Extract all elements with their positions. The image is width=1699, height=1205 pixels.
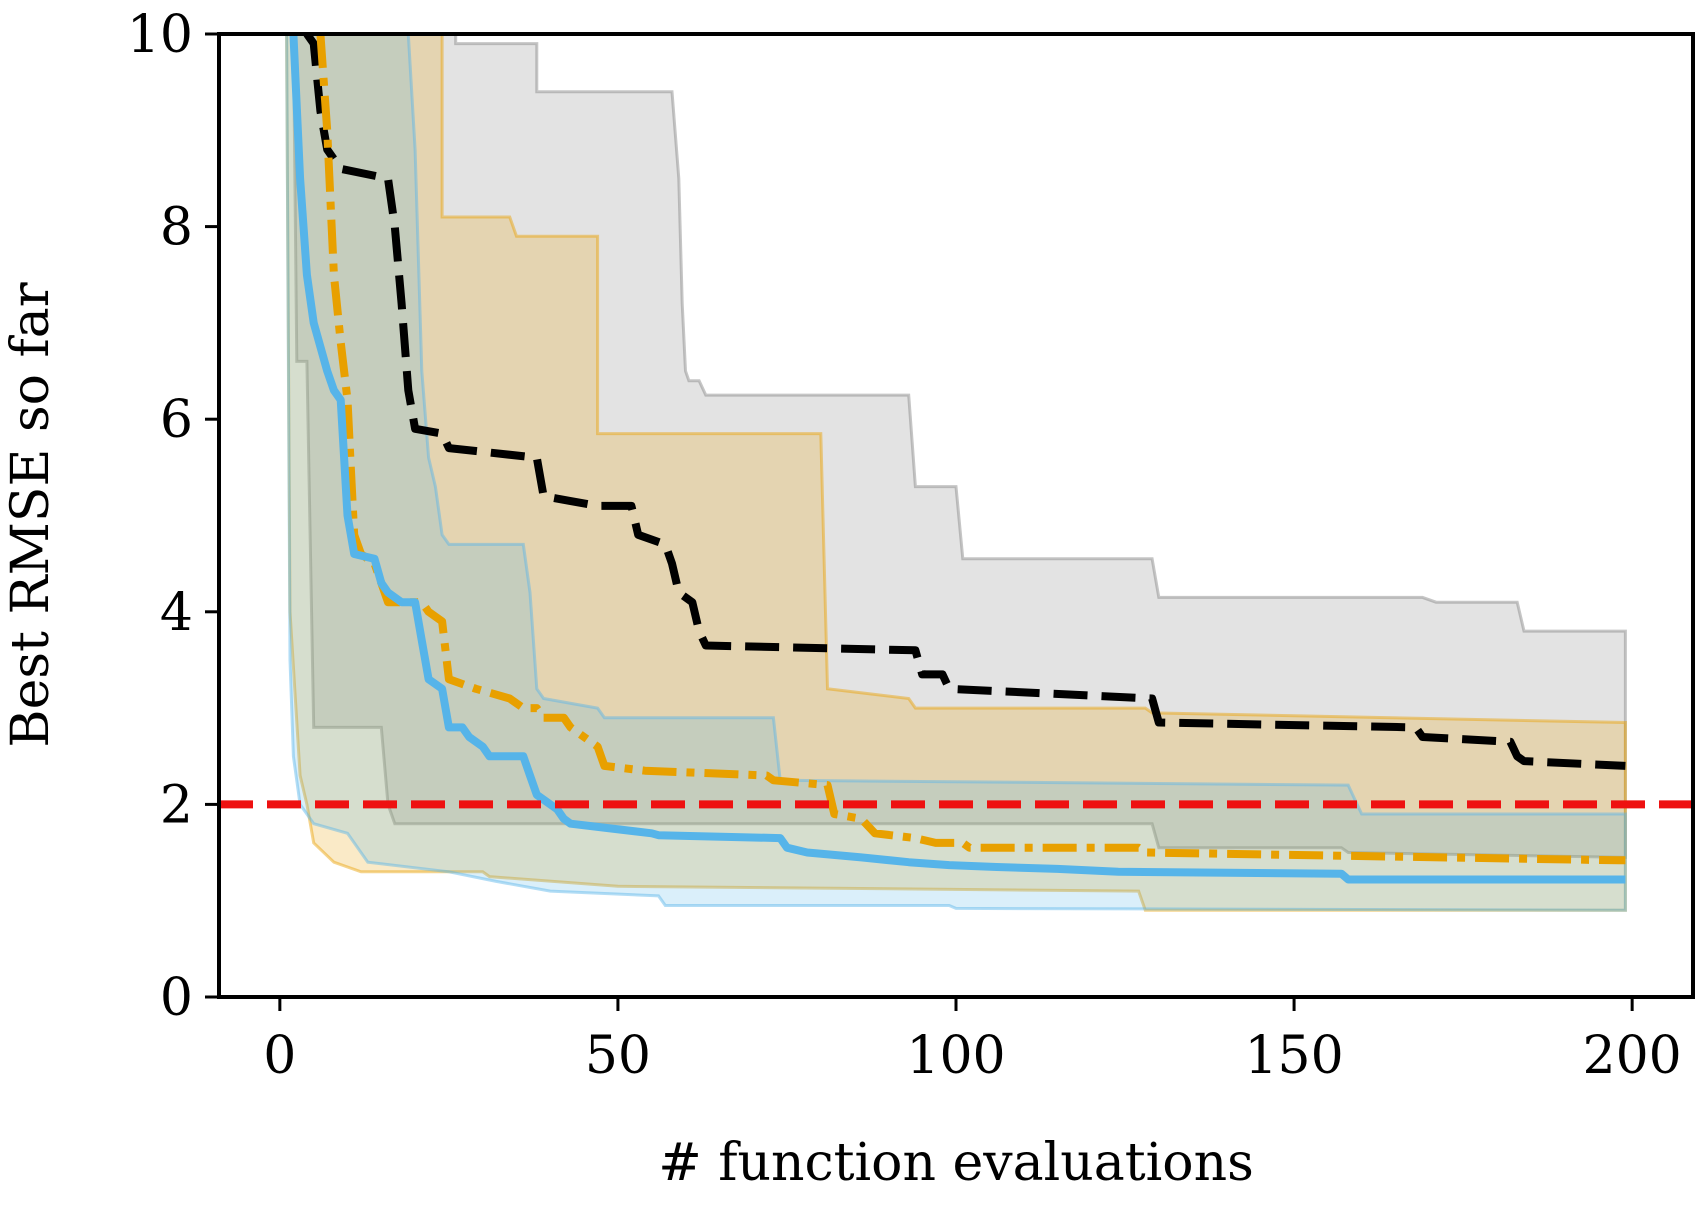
- x-tick-label-50: 50: [585, 1026, 651, 1086]
- y-tick-label-4: 4: [160, 583, 193, 643]
- x-tick-label-150: 150: [1244, 1026, 1343, 1086]
- band-black-dashed: [291, 34, 1627, 859]
- median-line-orange-dashdot: [316, 34, 1626, 865]
- y-tick-label-6: 6: [160, 390, 193, 450]
- x-tick-label-100: 100: [906, 1026, 1005, 1086]
- x-axis-label: # function evaluations: [658, 1133, 1254, 1193]
- median-line-black-dashed: [303, 34, 1626, 770]
- band-orange-dashdot: [285, 34, 1627, 912]
- band-blue-solid: [285, 34, 1627, 912]
- y-tick-label-2: 2: [160, 775, 193, 835]
- series-bands: [285, 34, 1627, 912]
- y-tick-label-8: 8: [160, 198, 193, 258]
- x-tick-label-0: 0: [263, 1026, 296, 1086]
- y-tick-label-0: 0: [160, 968, 193, 1028]
- y-axis: 0 2 4 6 8 10: [127, 5, 219, 1028]
- median-line-blue-solid: [289, 34, 1626, 884]
- series-lines: [289, 34, 1626, 884]
- y-axis-label: Best RMSE so far: [1, 282, 61, 747]
- y-tick-label-10: 10: [127, 5, 193, 65]
- x-tick-label-200: 200: [1583, 1026, 1682, 1086]
- x-axis: 0 50 100 150 200: [263, 997, 1682, 1086]
